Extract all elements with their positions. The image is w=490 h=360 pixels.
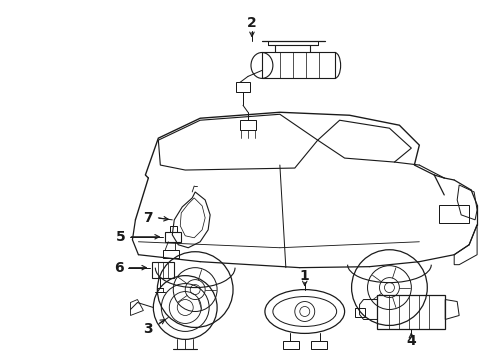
Bar [163,250,179,258]
Text: 2: 2 [247,15,257,30]
Text: 7: 7 [144,211,153,225]
Bar [439,205,469,223]
Text: 3: 3 [144,323,153,337]
Text: 1: 1 [300,269,310,283]
Bar [377,294,445,329]
Bar [311,341,327,349]
Text: 6: 6 [114,261,123,275]
Bar [240,120,256,130]
Bar [165,232,181,242]
Bar [283,341,299,349]
Bar [171,226,177,232]
Text: 5: 5 [116,230,125,244]
Text: 4: 4 [407,334,416,348]
Bar [152,262,174,278]
Bar [355,307,365,318]
Bar [236,82,250,92]
